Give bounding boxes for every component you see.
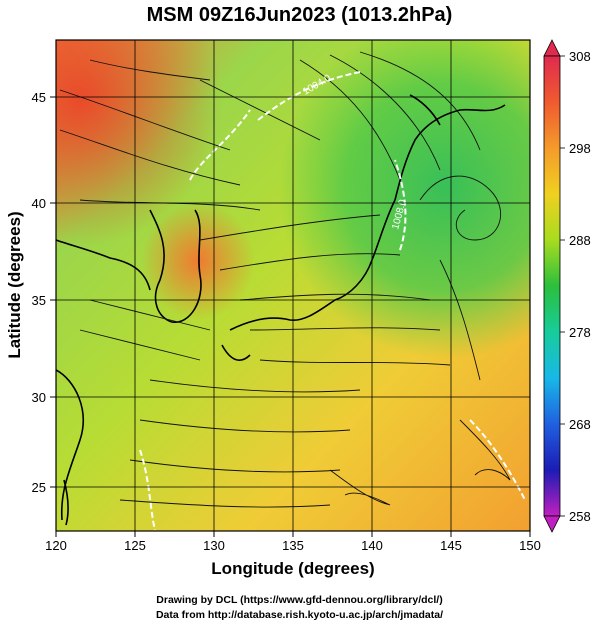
x-tick-label: 145 <box>440 538 462 553</box>
x-axis-label: Longitude (degrees) <box>211 559 374 578</box>
y-tick-label: 30 <box>32 390 46 405</box>
colorbar-bottom-arrow <box>543 515 561 533</box>
x-tick-label: 125 <box>124 538 146 553</box>
y-tick-label: 45 <box>32 90 46 105</box>
y-tick-label: 35 <box>32 293 46 308</box>
graticule <box>56 40 530 531</box>
colorbar-tick-label: 258 <box>569 509 591 524</box>
tick-marks <box>50 96 531 537</box>
coastlines <box>56 94 506 526</box>
temperature-field: 1004.0 1008.0 <box>56 40 530 531</box>
x-tick-label: 120 <box>45 538 67 553</box>
colorbar-tick-label: 288 <box>569 233 591 248</box>
x-tick-label: 130 <box>203 538 225 553</box>
credit-data-source: Data from http://database.rish.kyoto-u.a… <box>155 609 444 621</box>
colorbar-ramp <box>543 55 561 517</box>
isobars <box>139 71 526 531</box>
x-tick-label: 150 <box>519 538 541 553</box>
chart-title: MSM 09Z16Jun2023 (1013.2hPa) <box>146 4 453 26</box>
credit-drawing: Drawing by DCL (https://www.gfd-dennou.o… <box>156 594 443 606</box>
colorbar: 308 298 288 278 268 258 <box>543 39 591 533</box>
colorbar-tick-label: 278 <box>569 325 591 340</box>
colorbar-tick-label: 268 <box>569 417 591 432</box>
x-tick-label: 135 <box>282 538 304 553</box>
y-tick-label: 25 <box>32 480 46 495</box>
colorbar-top-arrow <box>543 39 561 57</box>
colorbar-tick-label: 298 <box>569 141 591 156</box>
y-axis-label: Latitude (degrees) <box>5 211 24 358</box>
x-tick-label: 140 <box>361 538 383 553</box>
y-tick-label: 40 <box>32 196 46 211</box>
colorbar-tick-label: 308 <box>569 49 591 64</box>
